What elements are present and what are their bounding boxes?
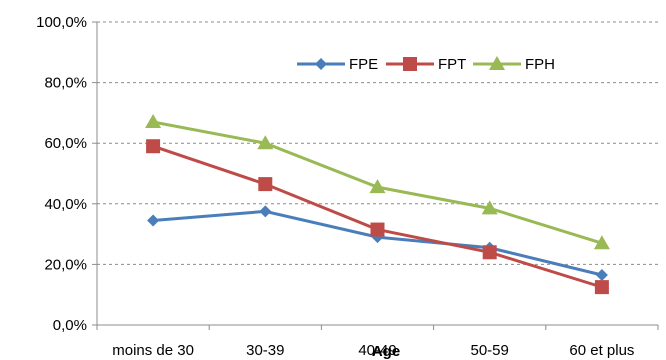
x-tick-label: moins de 30 <box>112 342 194 359</box>
legend: FPE FPT FPH <box>297 56 555 73</box>
data-point-square <box>403 57 417 71</box>
series-lines <box>145 113 610 295</box>
y-tick-label: 100,0% <box>36 14 87 31</box>
x-tick-labels: moins de 30 30-39 40-49 50-59 60 et plus <box>112 342 634 359</box>
y-tick-labels: 0,0% 20,0% 40,0% 60,0% 80,0% 100,0% <box>36 14 87 334</box>
data-point-square <box>370 222 385 237</box>
data-point-triangle <box>145 113 162 128</box>
x-tick-label: 50-59 <box>471 342 509 359</box>
data-point-diamond <box>147 214 160 227</box>
y-tick-label: 0,0% <box>53 317 87 334</box>
data-point-square <box>258 177 273 192</box>
data-point-triangle <box>593 235 610 250</box>
y-tick-label: 40,0% <box>44 196 87 213</box>
y-tick-label: 60,0% <box>44 135 87 152</box>
data-point-triangle <box>369 179 386 194</box>
data-point-triangle <box>481 200 498 215</box>
data-point-square <box>146 139 161 154</box>
data-point-triangle <box>257 135 274 150</box>
x-tick-label: 60 et plus <box>569 342 634 359</box>
legend-item-fph: FPH <box>473 56 555 73</box>
series-fph <box>145 113 610 250</box>
data-point-square <box>482 245 497 260</box>
series-line <box>152 144 603 289</box>
legend-item-fpt: FPT <box>386 56 466 73</box>
y-tick-label: 20,0% <box>44 256 87 273</box>
legend-item-fpe: FPE <box>297 56 378 73</box>
data-point-diamond <box>315 58 327 70</box>
x-axis-title: Age <box>372 343 400 360</box>
x-tick-label: 30-39 <box>246 342 284 359</box>
legend-label: FPT <box>438 56 466 73</box>
series-fpt <box>146 139 609 295</box>
series-fpe <box>147 205 608 282</box>
x-tick-label: 40-49 <box>358 342 396 359</box>
data-point-diamond <box>595 269 608 282</box>
legend-label: FPE <box>349 56 378 73</box>
legend-label: FPH <box>525 56 555 73</box>
data-point-triangle <box>489 56 505 70</box>
y-tick-label: 80,0% <box>44 75 87 92</box>
axes <box>92 21 659 330</box>
data-point-square <box>594 280 609 295</box>
data-point-diamond <box>259 205 272 218</box>
